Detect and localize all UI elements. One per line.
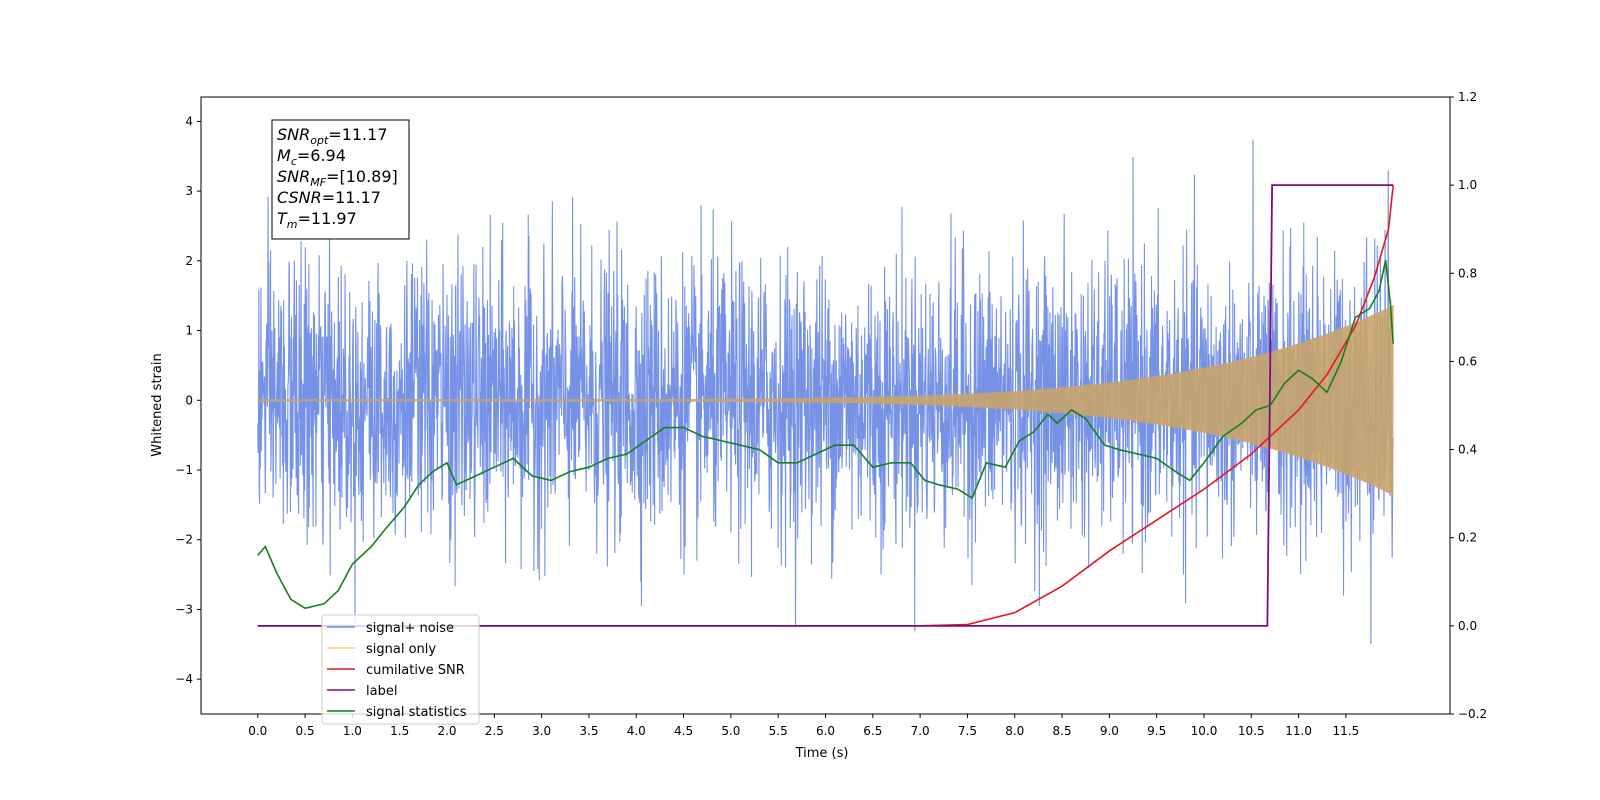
annotation-line: CSNR=11.17 [277, 188, 381, 207]
x-tick-label: 3.5 [579, 724, 598, 738]
y2-tick-label: 0.6 [1458, 354, 1477, 368]
x-tick-label: 5.0 [721, 724, 740, 738]
x-tick-label: 4.0 [627, 724, 646, 738]
x-tick-label: 7.0 [911, 724, 930, 738]
y2-tick-label: 0.4 [1458, 443, 1477, 457]
x-tick-label: 7.5 [958, 724, 977, 738]
y2-tick-label: 1.2 [1458, 90, 1477, 104]
annotation-line: Mc=6.94 [277, 146, 346, 168]
x-axis-label: Time (s) [795, 746, 849, 761]
x-tick-label: 1.5 [390, 724, 409, 738]
x-tick-label: 6.0 [816, 724, 835, 738]
x-tick-label: 3.0 [532, 724, 551, 738]
legend-label: signal only [366, 642, 436, 657]
legend-label: cumilative SNR [366, 663, 465, 678]
y-tick-label: −3 [175, 602, 193, 616]
y-axis-label: Whitened strain [150, 353, 165, 456]
x-tick-label: 6.5 [863, 724, 882, 738]
legend: signal+ noise signal only cumilative SNR la… [321, 614, 480, 725]
y-tick-label: 2 [185, 254, 193, 268]
y-tick-label: 0 [185, 393, 193, 407]
x-tick-label: 0.0 [248, 724, 267, 738]
x-tick-label: 2.5 [485, 724, 504, 738]
series-signal-only-line [257, 305, 1394, 496]
y2-tick-label: 0.0 [1458, 619, 1477, 633]
y-tick-label: −2 [175, 533, 193, 547]
y-axis-right: −0.2 0.0 0.2 0.4 0.6 0.8 1.0 1.2 [1450, 90, 1487, 721]
x-tick-label: 10.5 [1238, 724, 1265, 738]
y-tick-label: 4 [185, 114, 193, 128]
annotation-box-frame [271, 119, 410, 240]
annotation-line: SNRMF=[10.89] [277, 167, 398, 189]
x-tick-label: 0.5 [296, 724, 315, 738]
x-tick-label: 10.0 [1191, 724, 1218, 738]
y-axis-left: −4 −3 −2 −1 0 1 2 3 4 [175, 114, 201, 686]
y2-tick-label: 1.0 [1458, 178, 1477, 192]
legend-label: label [366, 684, 397, 699]
y2-tick-label: −0.2 [1458, 707, 1487, 721]
y-tick-label: −1 [175, 463, 193, 477]
series-cumulative-snr-line [257, 185, 1395, 627]
x-tick-label: 11.0 [1285, 724, 1312, 738]
series-layer [257, 139, 1395, 645]
annotation-line: Tm=11.97 [277, 209, 357, 231]
x-tick-label: 8.5 [1053, 724, 1072, 738]
x-tick-label: 9.5 [1147, 724, 1166, 738]
series-signal-noise-line [257, 139, 1394, 645]
x-tick-label: 11.5 [1333, 724, 1360, 738]
y-tick-label: −4 [175, 672, 193, 686]
x-tick-label: 1.0 [343, 724, 362, 738]
x-tick-label: 2.0 [437, 724, 456, 738]
annotation-line: SNRopt=11.17 [277, 125, 388, 147]
x-tick-label: 4.5 [674, 724, 693, 738]
x-tick-label: 8.0 [1005, 724, 1024, 738]
x-axis: 0.0 0.5 1.0 1.5 2.0 2.5 3.0 3.5 4.0 4.5 5.0 5.5 6.0 6… [248, 714, 1359, 738]
metrics-annotation-box: SNRopt=11.17Mc=6.94SNRMF=[10.89]CSNR=11.… [271, 119, 410, 240]
y2-tick-label: 0.2 [1458, 531, 1477, 545]
legend-frame [321, 614, 480, 725]
y-tick-label: 3 [185, 184, 193, 198]
series-signal-statistics-line [257, 259, 1395, 610]
legend-label: signal+ noise [366, 621, 454, 636]
legend-label: signal statistics [366, 705, 467, 720]
x-tick-label: 9.0 [1100, 724, 1119, 738]
y-tick-label: 1 [185, 324, 193, 338]
x-tick-label: 5.5 [769, 724, 788, 738]
y2-tick-label: 0.8 [1458, 266, 1477, 280]
